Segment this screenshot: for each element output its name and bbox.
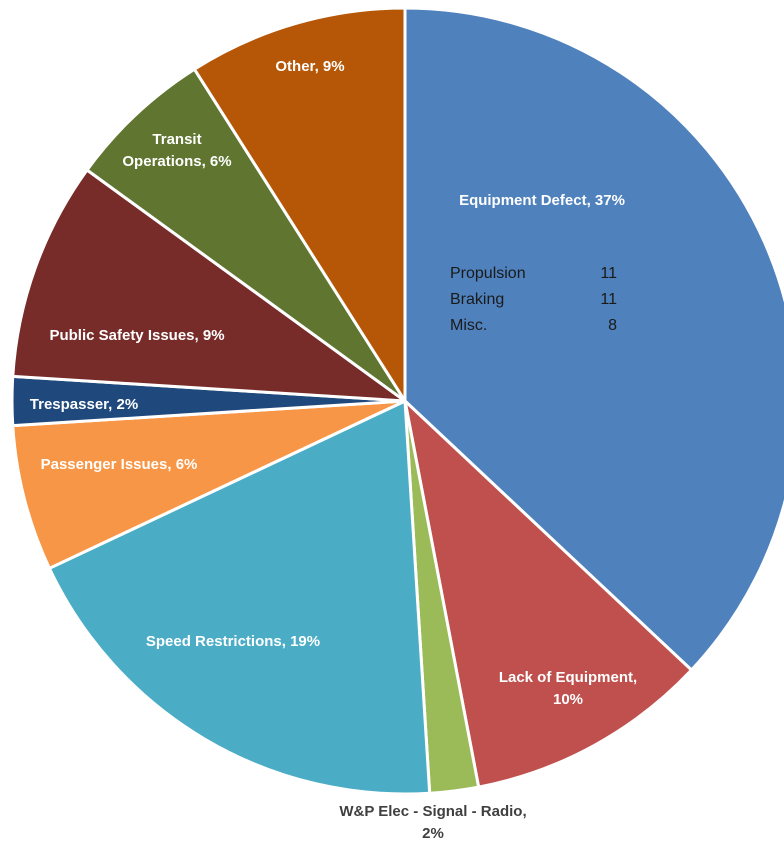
pie-slice-equipment-defect [403, 6, 784, 672]
data-label-speed-restrictions: Speed Restrictions, 19% [146, 633, 320, 650]
pie-data-labels: Equipment Defect, 37% Lack of Equipment, 1… [30, 58, 637, 842]
data-label-line: Operations, 6% [122, 153, 231, 170]
breakdown-value: 11 [600, 265, 617, 282]
data-label-other: Other, 9% [275, 58, 344, 75]
data-label-line: Trespasser, 2% [30, 396, 138, 413]
pie-slice-speed-restrictions [47, 399, 432, 796]
data-label-line: Other, 9% [275, 58, 344, 75]
data-label-line: Lack of Equipment, [499, 669, 637, 686]
data-label-lack-of-equipment: Lack of Equipment, 10% [499, 669, 637, 708]
pie-slice-passenger-issues [11, 399, 407, 570]
data-label-line: Transit [152, 131, 201, 148]
data-label-equipment-defect: Equipment Defect, 37% [459, 192, 625, 209]
data-label-trespasser: Trespasser, 2% [30, 396, 138, 413]
pie-slice-transit-operations [85, 67, 407, 403]
data-label-line: Passenger Issues, 6% [41, 456, 198, 473]
data-label-line: 10% [553, 691, 583, 708]
pie-slice-lack-of-equipment [403, 399, 693, 789]
data-label-public-safety-issues: Public Safety Issues, 9% [49, 327, 224, 344]
pie-slice-public-safety-issues [11, 168, 407, 403]
pie-slice-other [192, 6, 407, 403]
breakdown-value: 8 [608, 317, 617, 334]
data-label-line: Speed Restrictions, 19% [146, 633, 320, 650]
breakdown-label: Propulsion [450, 265, 526, 282]
data-label-line: 2% [422, 825, 444, 842]
data-label-line: W&P Elec - Signal - Radio, [339, 803, 526, 820]
data-label-passenger-issues: Passenger Issues, 6% [41, 456, 198, 473]
breakdown-value: 11 [600, 291, 617, 308]
data-label-w-p-elec-signal-radio: W&P Elec - Signal - Radio, 2% [339, 803, 526, 842]
equipment-defect-breakdown: Propulsion 11 Braking 11 Misc. 8 [450, 265, 617, 334]
data-label-transit-operations: Transit Operations, 6% [122, 131, 231, 170]
pie-slices [10, 6, 784, 796]
data-label-line: Equipment Defect, 37% [459, 192, 625, 209]
data-label-line: Public Safety Issues, 9% [49, 327, 224, 344]
breakdown-label: Braking [450, 291, 504, 308]
breakdown-label: Misc. [450, 317, 487, 334]
